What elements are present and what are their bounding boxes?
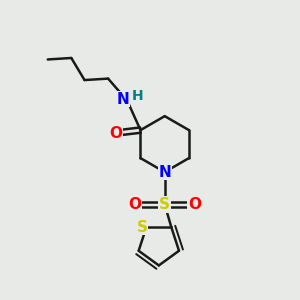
Text: S: S [136, 220, 148, 235]
Text: O: O [188, 197, 201, 212]
Text: N: N [158, 165, 171, 180]
Text: O: O [128, 197, 141, 212]
Text: H: H [132, 89, 143, 103]
Text: O: O [109, 126, 122, 141]
Text: N: N [116, 92, 129, 107]
Text: S: S [159, 197, 170, 212]
